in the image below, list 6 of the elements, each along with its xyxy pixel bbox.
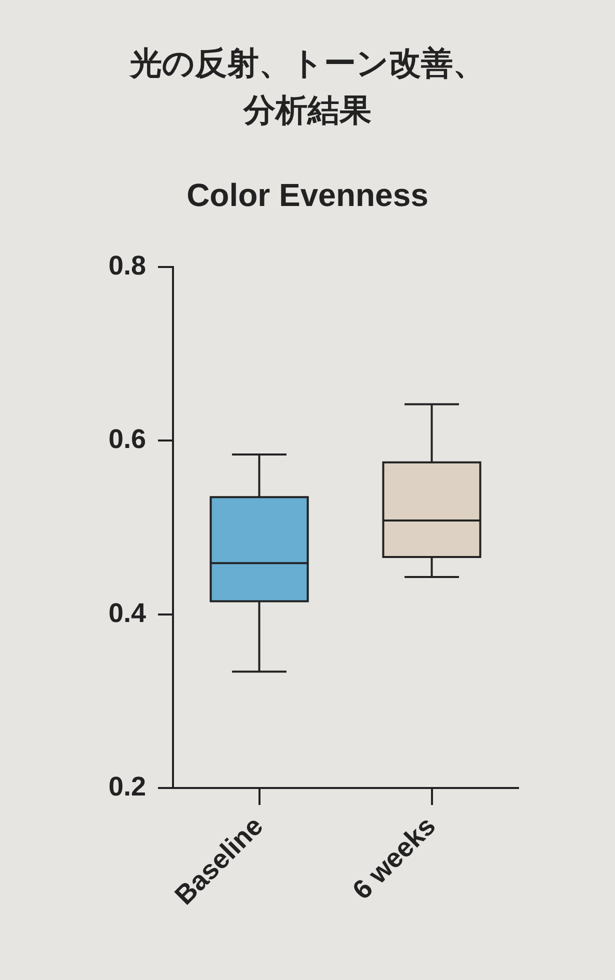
y-tick-label: 0.2 <box>108 771 146 802</box>
chart-subtitle: Color Evenness <box>186 176 430 214</box>
y-tick-label: 0.8 <box>108 250 146 280</box>
chart-title: 光の反射、トーン改善、分析結果 <box>128 43 486 131</box>
y-tick-label: 0.4 <box>108 598 146 628</box>
y-tick-label: 0.6 <box>108 424 146 454</box>
